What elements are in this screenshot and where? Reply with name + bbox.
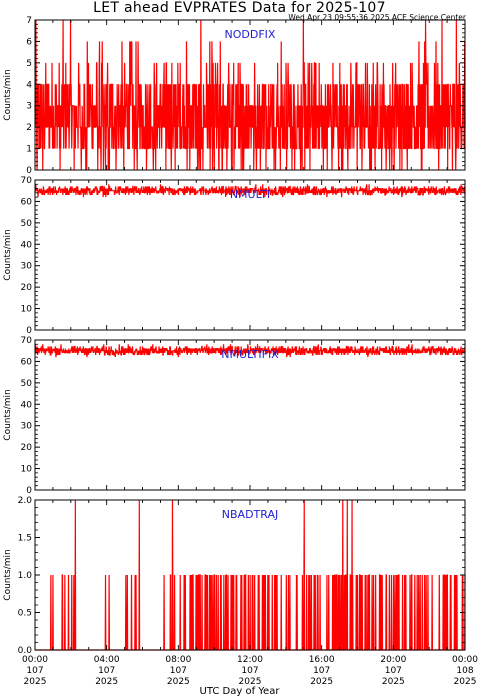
- x-tick-year: 2025: [239, 677, 262, 687]
- y-tick-label: 0.0: [18, 646, 33, 656]
- y-tick-label: 40: [21, 400, 33, 410]
- y-tick-label: 1.0: [18, 571, 33, 581]
- series-line: [34, 184, 466, 198]
- x-tick-year: 2025: [310, 677, 333, 687]
- y-tick-label: 0: [26, 486, 32, 496]
- series-line: [34, 344, 466, 358]
- y-tick-label: 20: [21, 443, 33, 453]
- x-tick-doy: 107: [313, 666, 330, 676]
- chart-title: LET ahead EVPRATES Data for 2025-107: [93, 0, 386, 16]
- y-tick-label: 70: [21, 176, 33, 186]
- y-tick-label: 0: [26, 326, 32, 336]
- y-axis-label: Counts/min: [3, 389, 13, 440]
- panel-frame: [34, 179, 466, 331]
- x-tick-time: 00:00: [22, 655, 48, 665]
- y-tick-label: 0: [26, 166, 32, 176]
- y-tick-label: 10: [21, 305, 33, 315]
- y-tick-label: 60: [21, 197, 33, 207]
- x-tick-doy: 107: [170, 666, 187, 676]
- y-tick-label: 10: [21, 465, 33, 475]
- y-tick-label: 30: [21, 262, 33, 272]
- y-tick-label: 7: [26, 16, 32, 26]
- panel-frame: [34, 339, 466, 491]
- y-axis-label: Counts/min: [3, 549, 13, 600]
- y-tick-label: 3: [26, 102, 32, 112]
- series-line: [35, 499, 466, 651]
- x-tick-doy: 107: [26, 666, 43, 676]
- x-tick-year: 2025: [95, 677, 118, 687]
- y-tick-label: 50: [21, 219, 33, 229]
- y-tick-label: 5: [26, 59, 32, 69]
- panel-title: NODDFIX: [225, 28, 276, 41]
- panel-nmultifix: 0 10 20 30 40 50 60 70 Counts/min NMULTIFIX: [3, 336, 466, 496]
- x-tick-time: 08:00: [165, 655, 191, 665]
- y-tick-label: 60: [21, 357, 33, 367]
- y-tick-label: 1: [26, 145, 32, 155]
- y-tick-label: 0.5: [18, 609, 32, 619]
- x-tick-time: 16:00: [309, 655, 335, 665]
- y-tick-label: 30: [21, 422, 33, 432]
- y-tick-label: 20: [21, 283, 33, 293]
- y-tick-label: 40: [21, 240, 33, 250]
- x-tick-doy: 107: [241, 666, 258, 676]
- y-axis-label: Counts/min: [3, 229, 13, 280]
- y-axis-label: Counts/min: [3, 69, 13, 120]
- y-tick-label: 2: [26, 123, 32, 133]
- panel-title: NMULTI: [230, 188, 270, 201]
- x-tick-time: 04:00: [94, 655, 120, 665]
- y-tick-label: 50: [21, 379, 33, 389]
- x-tick-time: 00:00: [452, 655, 478, 665]
- x-tick-year: 2025: [24, 677, 47, 687]
- panel-nmulti: 0 10 20 30 40 50 60 70 Counts/min NMULTI: [3, 176, 466, 336]
- y-tick-label: 2.0: [18, 496, 33, 506]
- x-tick-time: 12:00: [237, 655, 263, 665]
- y-tick-label: 6: [26, 37, 32, 47]
- x-axis-title: UTC Day of Year: [199, 686, 280, 697]
- panel-nbadtraj: 0.0 0.5 1.0 1.5 2.0 Counts/min NBADTRAJ: [3, 496, 466, 656]
- x-tick-year: 2025: [454, 677, 477, 687]
- y-tick-label: 4: [26, 80, 32, 90]
- y-tick-label: 70: [21, 336, 33, 346]
- series-line: [34, 19, 466, 171]
- x-tick-doy: 107: [98, 666, 115, 676]
- x-tick-year: 2025: [382, 677, 405, 687]
- generation-timestamp: Wed Apr 23 09:55:36 2025 ACE Science Cen…: [288, 13, 466, 22]
- x-tick-doy: 108: [456, 666, 473, 676]
- y-tick-label: 1.5: [18, 534, 32, 544]
- x-tick-doy: 107: [385, 666, 402, 676]
- panel-noddfix: 0 1 2 3 4 5 6 7 Counts/min NODDFIX: [3, 16, 466, 176]
- x-tick-time: 20:00: [380, 655, 406, 665]
- x-tick-year: 2025: [167, 677, 190, 687]
- panel-title: NMULTIFIX: [221, 348, 279, 361]
- panel-title: NBADTRAJ: [222, 508, 278, 521]
